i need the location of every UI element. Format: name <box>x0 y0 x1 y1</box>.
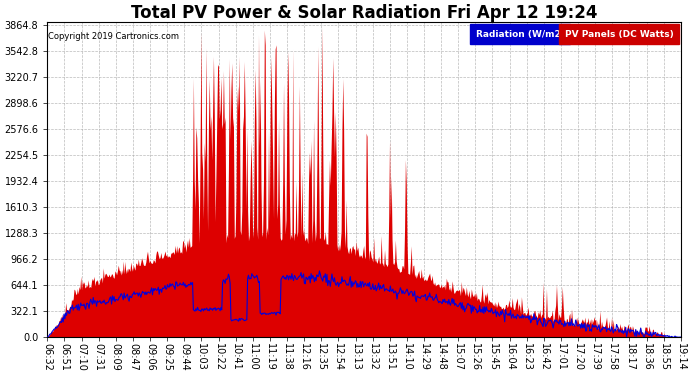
Title: Total PV Power & Solar Radiation Fri Apr 12 19:24: Total PV Power & Solar Radiation Fri Apr… <box>131 4 598 22</box>
Legend: Radiation (W/m2), PV Panels (DC Watts): Radiation (W/m2), PV Panels (DC Watts) <box>473 27 676 41</box>
Text: Copyright 2019 Cartronics.com: Copyright 2019 Cartronics.com <box>48 32 179 41</box>
